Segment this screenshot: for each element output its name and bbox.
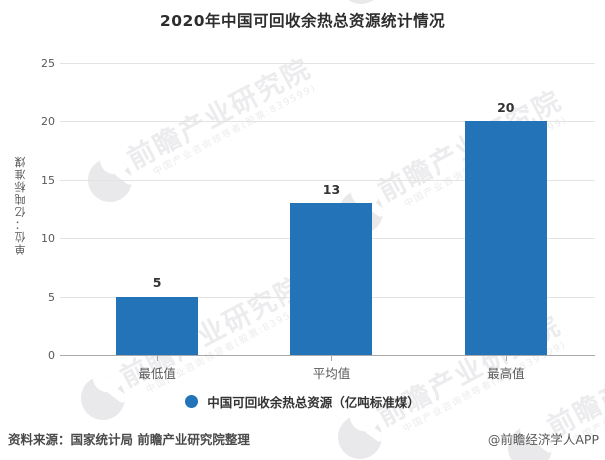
chart-title: 2020年中国可回收余热总资源统计情况 bbox=[159, 12, 446, 30]
chart-bar bbox=[464, 121, 547, 355]
y-tick-label: 10 bbox=[41, 232, 55, 246]
x-category-label: 最高值 bbox=[487, 365, 525, 381]
category-slot: 5 最低值 bbox=[70, 63, 244, 379]
bar-value-label: 13 bbox=[322, 181, 341, 197]
legend-marker-icon bbox=[185, 395, 199, 408]
footer: 资料来源：国家统计局 前瞻产业研究院整理 @前瞻经济学人APP bbox=[8, 429, 599, 448]
category-slot: 20 最高值 bbox=[419, 63, 593, 379]
y-tick-label: 15 bbox=[41, 173, 55, 187]
legend: 中国可回收余热总资源（亿吨标准煤） bbox=[0, 392, 605, 411]
gridline bbox=[60, 121, 595, 123]
source-text: 资料来源：国家统计局 前瞻产业研究院整理 bbox=[8, 432, 250, 447]
bar-series: 5 最低值 13 平均值 20 最高值 bbox=[70, 63, 593, 379]
x-axis-tick bbox=[331, 356, 333, 361]
bar-value-label: 20 bbox=[497, 99, 515, 115]
gridline bbox=[60, 179, 595, 181]
bar-value-label: 5 bbox=[152, 275, 162, 291]
gridline bbox=[60, 63, 595, 64]
x-axis-tick bbox=[157, 356, 159, 361]
chart-bar bbox=[290, 203, 373, 355]
y-tick-label: 25 bbox=[41, 57, 55, 70]
x-axis-line bbox=[60, 355, 595, 356]
x-category-label: 最低值 bbox=[138, 365, 176, 381]
category-slot: 13 平均值 bbox=[244, 63, 418, 379]
x-axis-tick bbox=[505, 356, 507, 361]
y-tick-label: 5 bbox=[48, 290, 55, 304]
legend-label: 中国可回收余热总资源（亿吨标准煤） bbox=[207, 395, 420, 410]
credit-text: @前瞻经济学人APP bbox=[487, 432, 599, 447]
y-tick-label: 20 bbox=[41, 115, 55, 129]
chart-bar bbox=[116, 296, 199, 355]
x-category-label: 平均值 bbox=[312, 365, 351, 381]
y-tick-label: 0 bbox=[48, 349, 55, 362]
